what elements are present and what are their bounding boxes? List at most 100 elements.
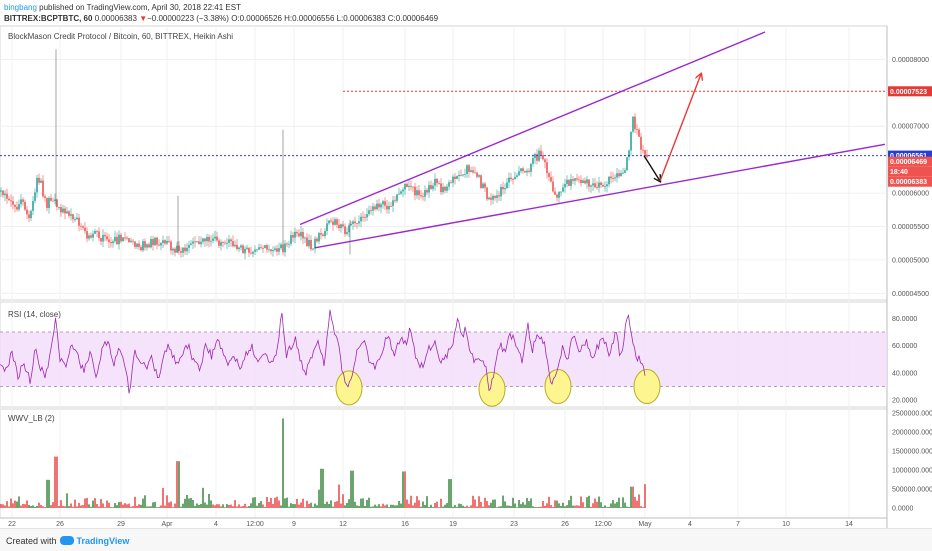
candle-body	[592, 183, 594, 186]
volume-bar	[516, 507, 518, 508]
rsi-highlight-circle[interactable]	[544, 369, 572, 405]
candle-body	[242, 245, 244, 254]
volume-bar	[236, 506, 238, 508]
candle-body	[114, 236, 116, 242]
volume-bar	[220, 506, 222, 508]
volume-bar	[88, 504, 90, 508]
candle-body	[390, 206, 392, 207]
target-price-tag	[888, 86, 932, 97]
volume-bar	[388, 507, 390, 508]
candle-body	[54, 199, 56, 202]
candle-body	[284, 243, 286, 253]
volume-bar	[302, 498, 304, 508]
candle-body	[466, 165, 468, 175]
volume-bar	[96, 504, 98, 508]
volume-bars	[0, 418, 646, 508]
volume-bar	[426, 496, 428, 508]
volume-bar	[554, 500, 556, 508]
price-tick-label: 0.00006000	[892, 191, 929, 198]
candle-body	[362, 216, 364, 218]
drawing-lines[interactable]	[0, 31, 887, 249]
volume-bar	[638, 494, 640, 508]
volume-bar	[232, 506, 234, 508]
volume-bar	[306, 500, 308, 508]
candle-body	[126, 237, 128, 239]
candle-body	[398, 193, 400, 195]
candle-body	[292, 235, 294, 238]
target-arrow[interactable]	[659, 74, 701, 182]
volume-bar	[400, 503, 402, 508]
volume-bar	[386, 504, 388, 508]
candle-body	[590, 185, 592, 187]
candle-body	[232, 241, 234, 247]
symbol-interval: BITTREX:BCPTBTC, 60	[4, 14, 93, 23]
candle-body	[638, 129, 640, 137]
volume-bar	[590, 506, 592, 508]
candle-body	[130, 240, 132, 243]
volume-bar	[542, 500, 544, 508]
volume-bar	[508, 505, 510, 508]
volume-bar	[494, 499, 496, 508]
rsi-highlight-circle[interactable]	[478, 371, 506, 407]
candle-body	[526, 170, 528, 173]
volume-bar	[506, 505, 508, 508]
candle-body	[482, 183, 484, 188]
candle-body	[334, 219, 336, 225]
candle-body	[6, 193, 8, 199]
volume-bar	[286, 497, 288, 508]
time-axis[interactable]: 22 26 29 Apr 4 12:00 9 12 16 19 23 26 12:00 May 4 7 10 14	[0, 517, 887, 528]
candle-body	[264, 245, 266, 249]
candle-body	[168, 240, 170, 242]
candle-body	[48, 197, 50, 209]
volume-bar	[450, 479, 452, 508]
volume-bar	[420, 506, 422, 508]
last-price-tag	[888, 176, 932, 187]
volume-bar	[480, 501, 482, 508]
volume-tick-label: 0.0000	[892, 506, 914, 513]
candle-body	[442, 186, 444, 193]
pullback-arrow[interactable]	[643, 155, 660, 181]
candle-body	[30, 210, 32, 219]
candle-body	[640, 136, 642, 150]
volume-bar	[630, 486, 632, 508]
volume-bar	[596, 501, 598, 508]
candle-body	[394, 200, 396, 202]
volume-bar	[42, 506, 44, 508]
candle-body	[316, 238, 318, 242]
candle-body	[224, 242, 226, 244]
candle-body	[510, 177, 512, 180]
candle-body	[594, 183, 596, 188]
candle-body	[300, 232, 302, 237]
tradingview-brand[interactable]: TradingView	[76, 536, 130, 546]
candle-body	[322, 234, 324, 237]
volume-bar	[476, 506, 478, 508]
candle-body	[340, 224, 342, 229]
author-name[interactable]: bingbang	[4, 3, 37, 12]
candle-body	[256, 249, 258, 251]
candle-body	[66, 211, 68, 214]
volume-bar	[292, 503, 294, 508]
volume-bar	[380, 506, 382, 508]
volume-bar	[252, 497, 254, 508]
volume-bar	[18, 496, 20, 508]
volume-bar	[314, 503, 316, 508]
rsi-highlight-circle[interactable]	[335, 370, 363, 406]
candle-body	[422, 196, 424, 198]
candle-body	[634, 116, 636, 130]
price-axis[interactable]: 0.00008000 0.00007000 0.00006000 0.00005500…	[888, 57, 932, 513]
volume-bar	[112, 507, 114, 508]
candle-body	[376, 203, 378, 210]
candle-body	[490, 197, 492, 200]
volume-bar	[396, 505, 398, 508]
candle-body	[628, 150, 630, 158]
candle-body	[636, 129, 638, 130]
candle-body	[240, 245, 242, 248]
channel-lower-line[interactable]	[314, 143, 886, 249]
channel-upper-line[interactable]	[299, 31, 766, 226]
time-tick-label: 7	[736, 521, 740, 528]
candle-body	[90, 235, 92, 238]
rsi-highlight-circle[interactable]	[633, 369, 661, 405]
candle-body	[196, 241, 198, 243]
candle-body	[148, 244, 150, 248]
